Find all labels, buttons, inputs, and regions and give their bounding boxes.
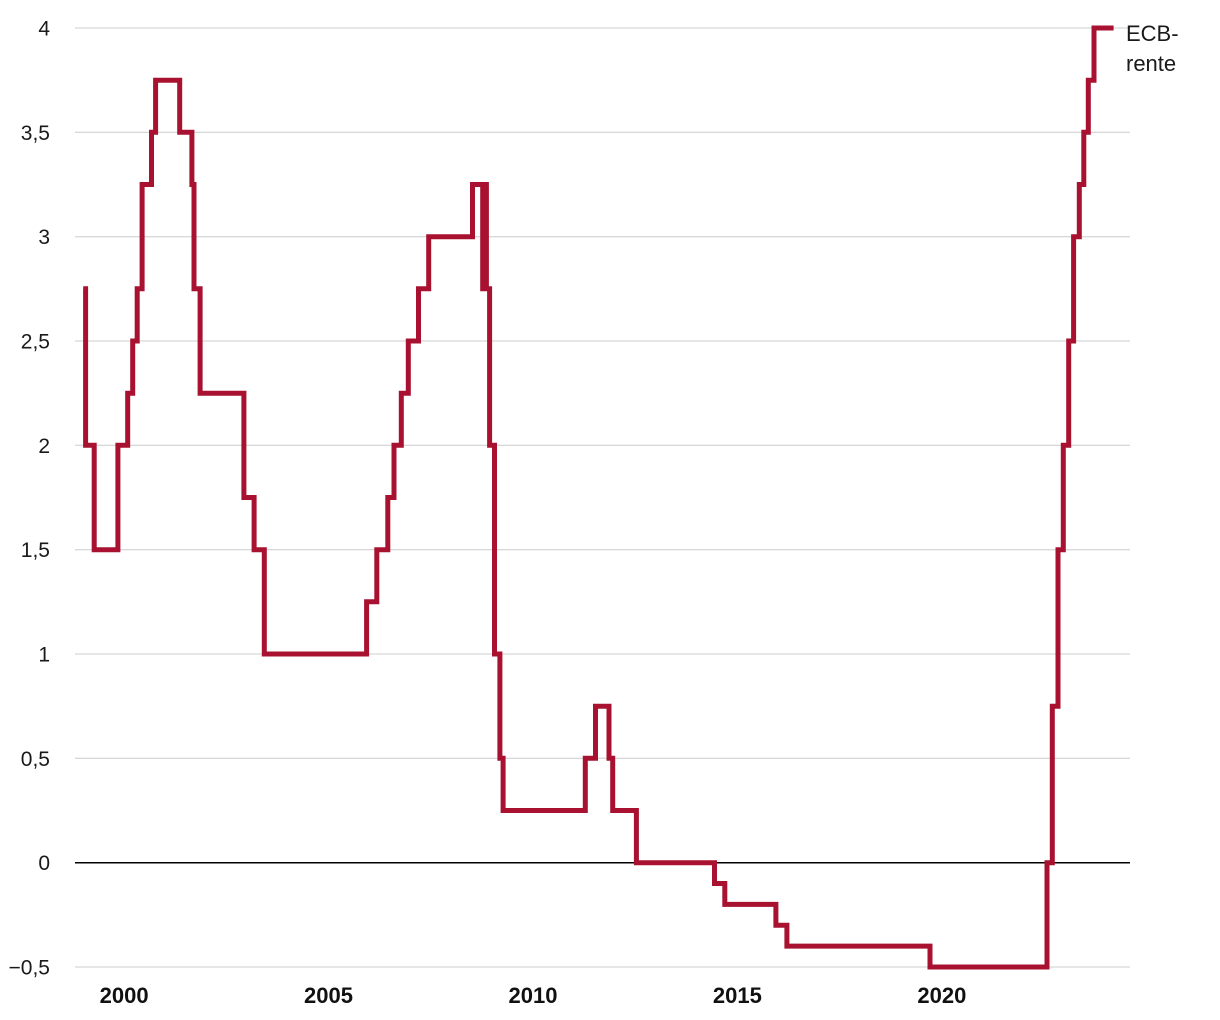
y-tick-label: 0 xyxy=(38,852,50,875)
y-tick-label: −0,5 xyxy=(9,957,50,980)
y-tick-label: 0,5 xyxy=(21,748,50,771)
y-axis-tick-labels: −0,5 0 0,5 1 1,5 2 2,5 3 3,5 4 xyxy=(9,18,51,980)
y-tick-label: 2,5 xyxy=(21,331,50,354)
x-tick-label: 2005 xyxy=(304,983,353,1008)
y-tick-label: 1,5 xyxy=(21,539,50,562)
series-label-line2: rente xyxy=(1126,51,1176,76)
x-axis-tick-labels: 2000 2005 2010 2015 2020 xyxy=(100,983,967,1008)
ecb-rate-step-line xyxy=(83,25,1114,970)
y-tick-label: 3 xyxy=(38,226,50,249)
x-tick-label: 2015 xyxy=(713,983,762,1008)
y-tick-label: 4 xyxy=(38,18,50,41)
x-tick-label: 2010 xyxy=(509,983,558,1008)
y-tick-label: 1 xyxy=(38,644,50,667)
gridlines-group xyxy=(75,27,1130,968)
y-tick-label: 3,5 xyxy=(21,122,50,145)
series-label-line1: ECB- xyxy=(1126,21,1179,46)
x-tick-label: 2020 xyxy=(917,983,966,1008)
x-tick-label: 2000 xyxy=(100,983,149,1008)
y-tick-label: 2 xyxy=(38,435,50,458)
